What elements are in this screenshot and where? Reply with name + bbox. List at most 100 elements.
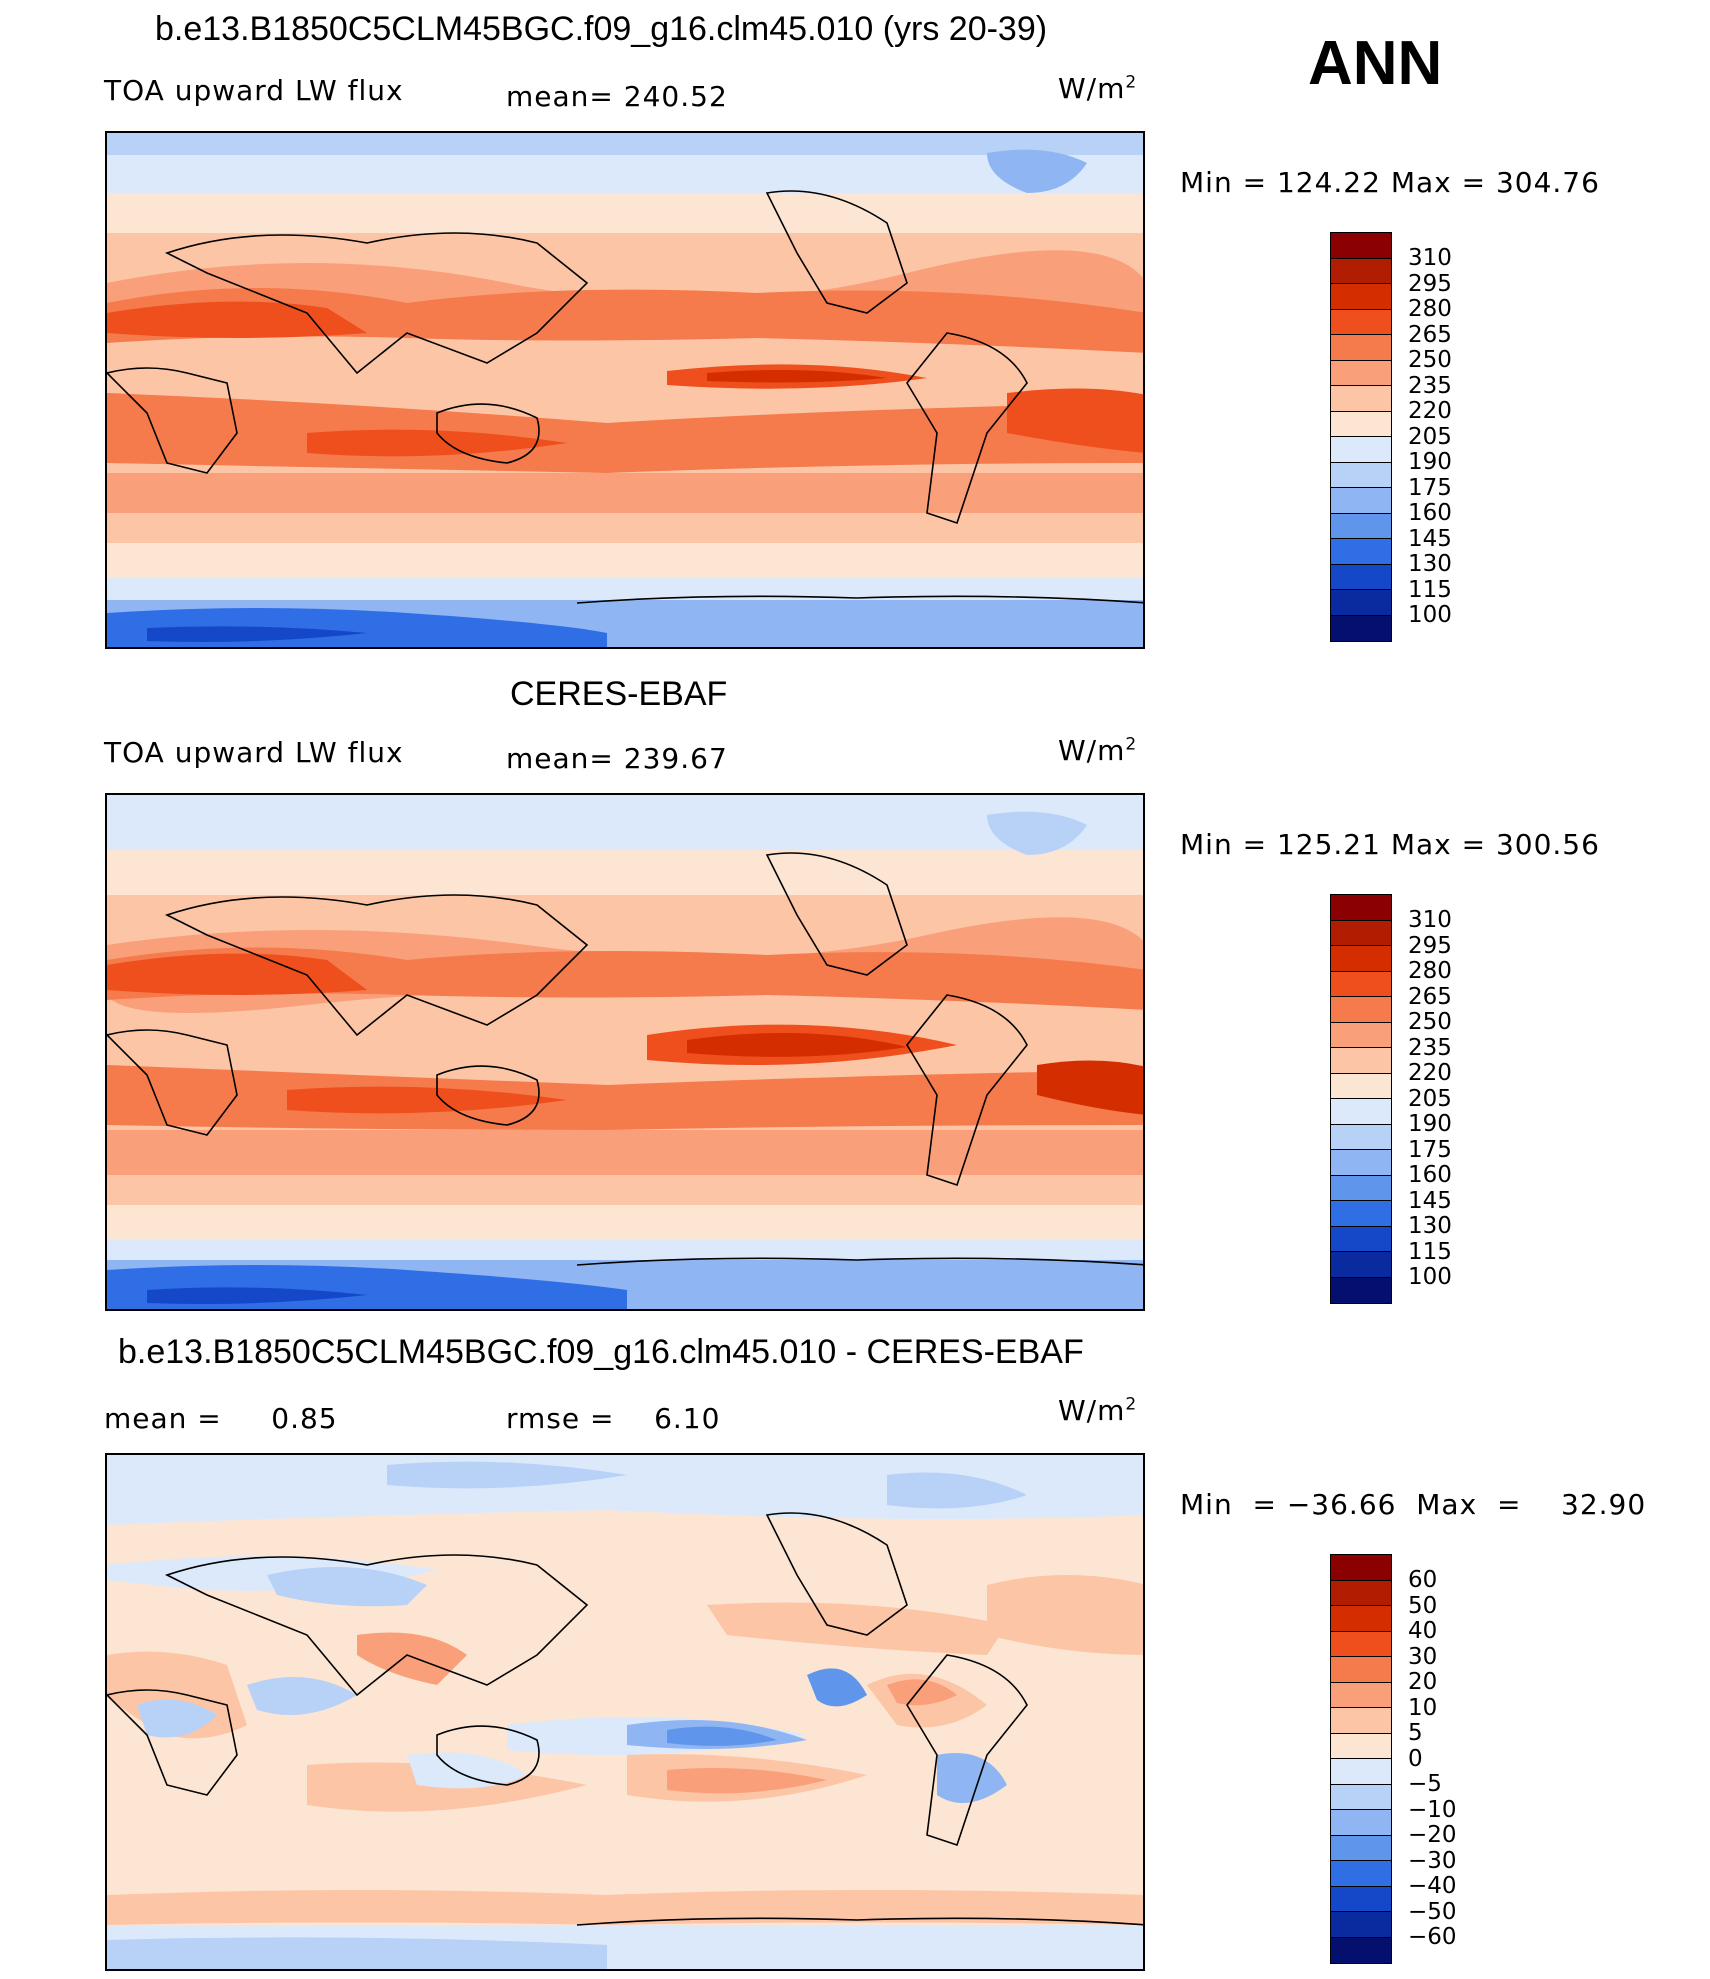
colorbar-segment bbox=[1331, 1555, 1391, 1581]
colorbar-tick-label: −30 bbox=[1408, 1847, 1457, 1874]
colorbar-tick-label: 295 bbox=[1408, 932, 1452, 959]
colorbar-tick-label: 0 bbox=[1408, 1745, 1423, 1772]
colorbar-segment bbox=[1331, 1073, 1391, 1099]
colorbar-tick-label: 220 bbox=[1408, 398, 1452, 424]
colorbar-tick-label: 220 bbox=[1408, 1060, 1452, 1086]
colorbar-segment bbox=[1331, 386, 1391, 412]
colorbar-segment bbox=[1331, 437, 1391, 463]
season-label: ANN bbox=[1308, 29, 1443, 98]
colorbar-tick-label: 5 bbox=[1408, 1720, 1423, 1746]
panel-3-colorbar bbox=[1330, 1554, 1392, 1964]
panel-1-colorbar bbox=[1330, 232, 1392, 642]
colorbar-segment bbox=[1331, 1124, 1391, 1150]
colorbar-segment bbox=[1331, 1682, 1391, 1708]
panel-1-colorbar-labels: 310 295 280 265 250 235 220 205 190 175 160 145 130 1… bbox=[1408, 245, 1452, 629]
colorbar-segment bbox=[1331, 335, 1391, 361]
panel-2-mean-value: 239.67 bbox=[623, 742, 728, 775]
colorbar-tick-label: −5 bbox=[1408, 1771, 1442, 1797]
colorbar-tick-label: 265 bbox=[1408, 321, 1452, 348]
colorbar-segment bbox=[1331, 1277, 1391, 1303]
panel-1-minmax: Min = 124.22 Max = 304.76 bbox=[1180, 166, 1600, 199]
colorbar-segment bbox=[1331, 895, 1391, 921]
colorbar-tick-label: 175 bbox=[1408, 474, 1452, 501]
colorbar-tick-label: 190 bbox=[1408, 1111, 1452, 1137]
panel-2-units: W/m2 bbox=[1058, 734, 1138, 767]
colorbar-segment bbox=[1331, 284, 1391, 310]
colorbar-tick-label: 235 bbox=[1408, 372, 1452, 399]
panel-2-mean-label: mean= 239.67 bbox=[506, 742, 728, 775]
colorbar-segment bbox=[1331, 233, 1391, 259]
panel-2-title: CERES-EBAF bbox=[510, 675, 728, 713]
colorbar-segment bbox=[1331, 1784, 1391, 1810]
colorbar-segment bbox=[1331, 615, 1391, 641]
colorbar-tick-label: 130 bbox=[1408, 1213, 1452, 1239]
colorbar-segment bbox=[1331, 513, 1391, 539]
colorbar-segment bbox=[1331, 1099, 1391, 1125]
colorbar-tick-label: −60 bbox=[1408, 1924, 1457, 1950]
colorbar-segment bbox=[1331, 1912, 1391, 1938]
colorbar-segment bbox=[1331, 360, 1391, 386]
colorbar-tick-label: −50 bbox=[1408, 1898, 1457, 1925]
colorbar-segment bbox=[1331, 539, 1391, 565]
colorbar-tick-label: 145 bbox=[1408, 525, 1452, 552]
colorbar-tick-label: 310 bbox=[1408, 907, 1452, 933]
colorbar-segment bbox=[1331, 1606, 1391, 1632]
colorbar-segment bbox=[1331, 1861, 1391, 1887]
panel-2-colorbar-labels: 310 295 280 265 250 235 220 205 190 175 160 145 130 1… bbox=[1408, 907, 1452, 1291]
colorbar-segment bbox=[1331, 1810, 1391, 1836]
colorbar-tick-label: 100 bbox=[1408, 602, 1452, 628]
colorbar-tick-label: 235 bbox=[1408, 1034, 1452, 1061]
panel-2-colorbar bbox=[1330, 894, 1392, 1304]
colorbar-tick-label: −40 bbox=[1408, 1873, 1457, 1899]
colorbar-segment bbox=[1331, 1733, 1391, 1759]
colorbar-tick-label: 50 bbox=[1408, 1592, 1438, 1619]
colorbar-tick-label: 60 bbox=[1408, 1567, 1438, 1593]
colorbar-tick-label: 30 bbox=[1408, 1643, 1438, 1670]
colorbar-tick-label: 20 bbox=[1408, 1669, 1438, 1695]
panel-3-colorbar-labels: 60 50 40 30 20 10 5 0 −5 −10 −20 −30 −40 −50 −60 bbox=[1408, 1567, 1457, 1951]
colorbar-tick-label: 130 bbox=[1408, 551, 1452, 577]
colorbar-segment bbox=[1331, 971, 1391, 997]
colorbar-segment bbox=[1331, 1150, 1391, 1176]
colorbar-tick-label: 100 bbox=[1408, 1264, 1452, 1290]
colorbar-segment bbox=[1331, 1226, 1391, 1252]
panel-1-mean-label: mean= 240.52 bbox=[506, 80, 728, 113]
panel-3-minmax: Min = −36.66 Max = 32.90 bbox=[1180, 1488, 1647, 1521]
colorbar-segment bbox=[1331, 1759, 1391, 1785]
colorbar-segment bbox=[1331, 1657, 1391, 1683]
colorbar-tick-label: 175 bbox=[1408, 1136, 1452, 1163]
colorbar-segment bbox=[1331, 920, 1391, 946]
colorbar-tick-label: −20 bbox=[1408, 1822, 1457, 1848]
colorbar-segment bbox=[1331, 258, 1391, 284]
panel-3-rmse-value: 6.10 bbox=[654, 1402, 721, 1435]
colorbar-segment bbox=[1331, 1022, 1391, 1048]
colorbar-tick-label: 160 bbox=[1408, 1162, 1452, 1188]
colorbar-segment bbox=[1331, 564, 1391, 590]
colorbar-segment bbox=[1331, 1175, 1391, 1201]
colorbar-tick-label: 190 bbox=[1408, 449, 1452, 475]
colorbar-segment bbox=[1331, 997, 1391, 1023]
colorbar-tick-label: −10 bbox=[1408, 1796, 1457, 1823]
colorbar-segment bbox=[1331, 309, 1391, 335]
colorbar-tick-label: 205 bbox=[1408, 1085, 1452, 1112]
panel-3-units: W/m2 bbox=[1058, 1394, 1138, 1427]
colorbar-tick-label: 205 bbox=[1408, 423, 1452, 450]
colorbar-segment bbox=[1331, 946, 1391, 972]
colorbar-tick-label: 310 bbox=[1408, 245, 1452, 271]
colorbar-tick-label: 115 bbox=[1408, 576, 1452, 603]
colorbar-tick-label: 160 bbox=[1408, 500, 1452, 526]
colorbar-tick-label: 145 bbox=[1408, 1187, 1452, 1214]
colorbar-tick-label: 280 bbox=[1408, 958, 1452, 984]
panel-2-minmax: Min = 125.21 Max = 300.56 bbox=[1180, 828, 1600, 861]
panel-3-map bbox=[105, 1453, 1145, 1971]
colorbar-segment bbox=[1331, 462, 1391, 488]
colorbar-segment bbox=[1331, 1886, 1391, 1912]
colorbar-segment bbox=[1331, 1835, 1391, 1861]
colorbar-segment bbox=[1331, 1631, 1391, 1657]
colorbar-segment bbox=[1331, 590, 1391, 616]
panel-1-title: b.e13.B1850C5CLM45BGC.f09_g16.clm45.010 … bbox=[155, 10, 1048, 48]
colorbar-tick-label: 280 bbox=[1408, 296, 1452, 322]
colorbar-segment bbox=[1331, 488, 1391, 514]
colorbar-segment bbox=[1331, 1708, 1391, 1734]
panel-3-title: b.e13.B1850C5CLM45BGC.f09_g16.clm45.010 … bbox=[118, 1333, 1084, 1371]
